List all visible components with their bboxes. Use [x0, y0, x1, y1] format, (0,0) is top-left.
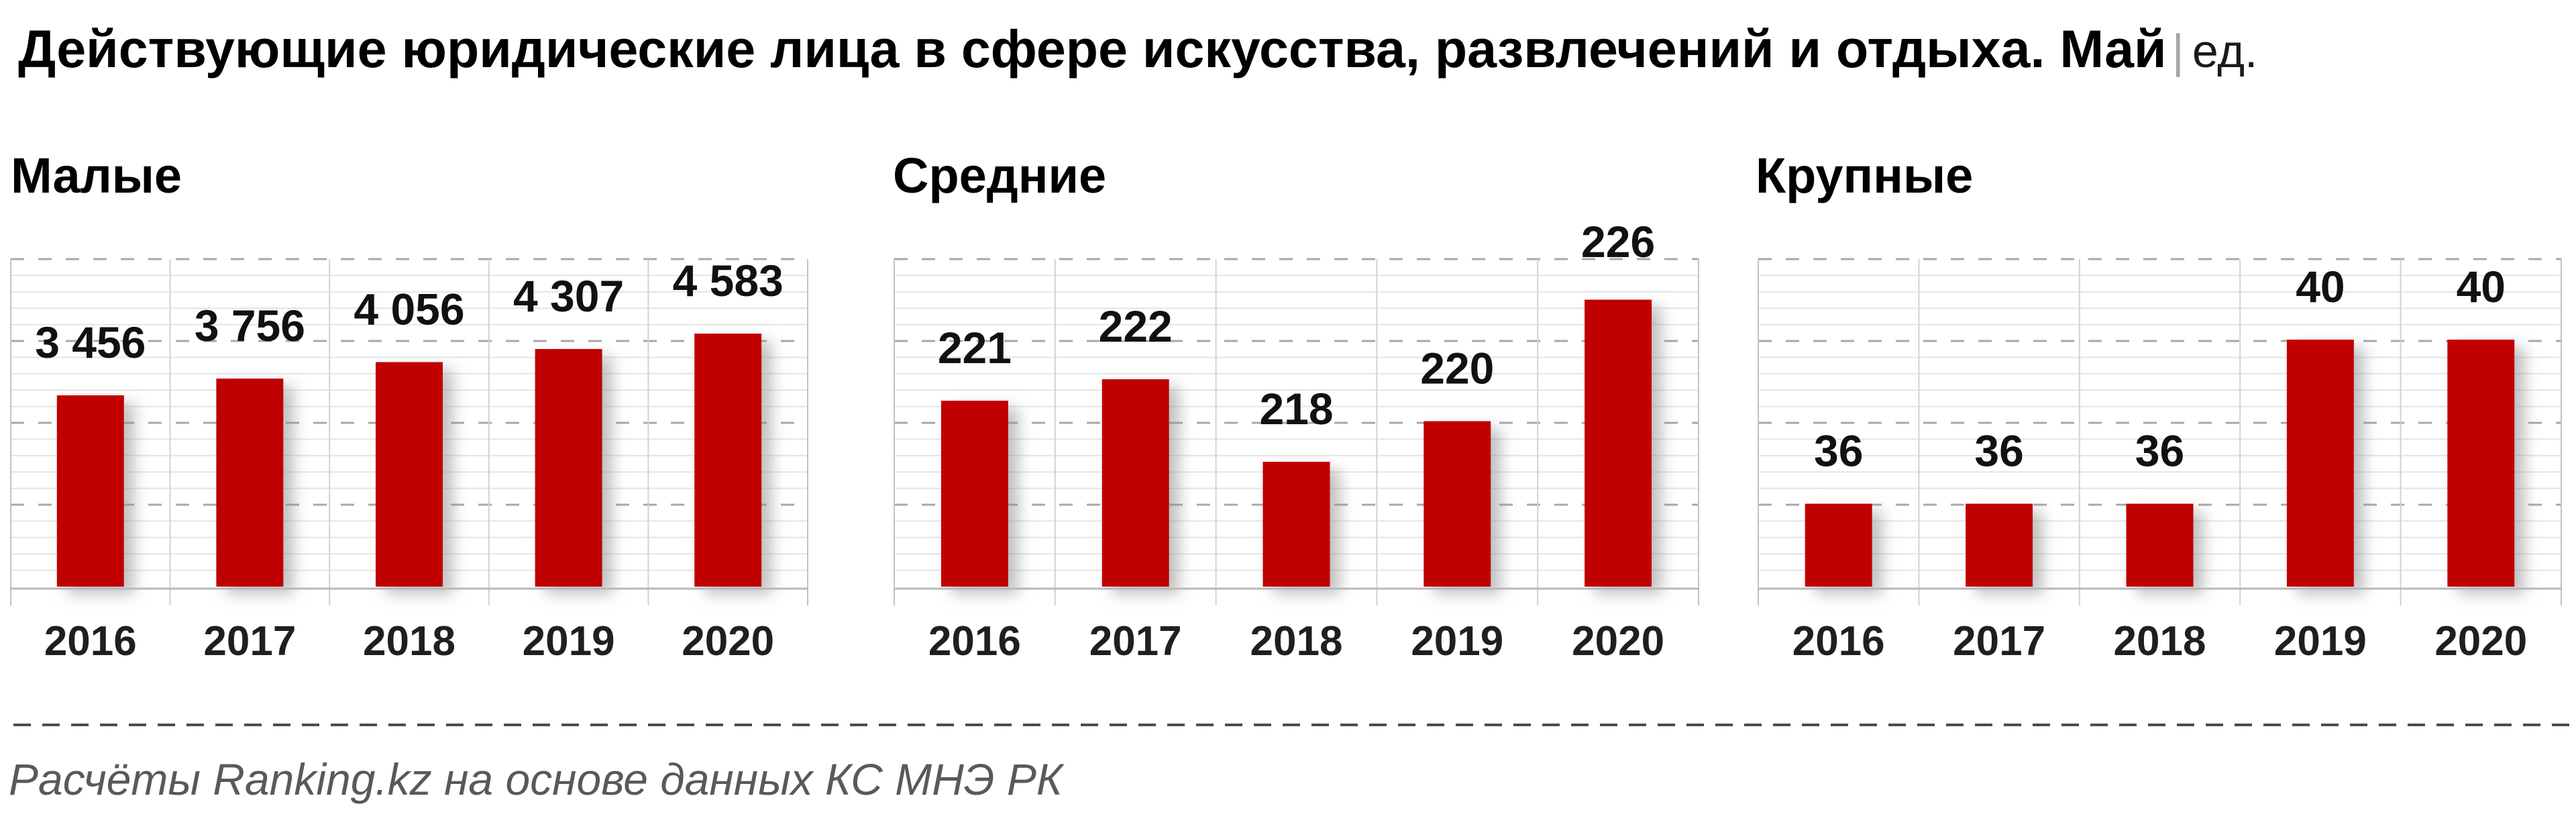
svg-text:40: 40 — [2296, 262, 2345, 311]
svg-text:2017: 2017 — [1089, 618, 1182, 664]
svg-text:3 456: 3 456 — [35, 317, 146, 367]
svg-text:2020: 2020 — [2434, 618, 2527, 664]
svg-text:2018: 2018 — [2114, 618, 2206, 664]
svg-text:226: 226 — [1581, 217, 1655, 266]
svg-text:2020: 2020 — [1572, 618, 1664, 664]
svg-text:36: 36 — [1814, 426, 1863, 476]
svg-text:2019: 2019 — [1411, 618, 1503, 664]
svg-text:2016: 2016 — [928, 618, 1021, 664]
svg-text:2017: 2017 — [203, 618, 296, 664]
svg-text:2018: 2018 — [363, 618, 455, 664]
svg-text:2019: 2019 — [523, 618, 615, 664]
svg-text:2016: 2016 — [44, 618, 137, 664]
svg-text:2017: 2017 — [1953, 618, 2045, 664]
svg-text:Средние: Средние — [893, 148, 1106, 203]
svg-text:2019: 2019 — [2274, 618, 2367, 664]
svg-text:36: 36 — [2135, 426, 2184, 476]
svg-text:2016: 2016 — [1792, 618, 1885, 664]
svg-text:221: 221 — [938, 323, 1012, 373]
svg-text:Действующие юридические лица в: Действующие юридические лица в сфере иск… — [18, 19, 2258, 79]
svg-text:218: 218 — [1259, 384, 1333, 434]
svg-text:4 056: 4 056 — [354, 285, 464, 334]
svg-text:4 307: 4 307 — [513, 271, 624, 321]
svg-text:222: 222 — [1099, 301, 1173, 351]
svg-text:Крупные: Крупные — [1756, 148, 1973, 203]
svg-text:40: 40 — [2457, 262, 2506, 311]
svg-text:Малые: Малые — [11, 148, 182, 203]
svg-text:2018: 2018 — [1250, 618, 1343, 664]
svg-text:2020: 2020 — [682, 618, 774, 664]
svg-text:36: 36 — [1974, 426, 2023, 476]
svg-text:220: 220 — [1420, 344, 1494, 393]
svg-text:Расчёты Ranking.kz на основе д: Расчёты Ranking.kz на основе данных КС М… — [9, 754, 1065, 804]
svg-text:3 756: 3 756 — [195, 301, 305, 350]
svg-text:4 583: 4 583 — [673, 256, 784, 305]
